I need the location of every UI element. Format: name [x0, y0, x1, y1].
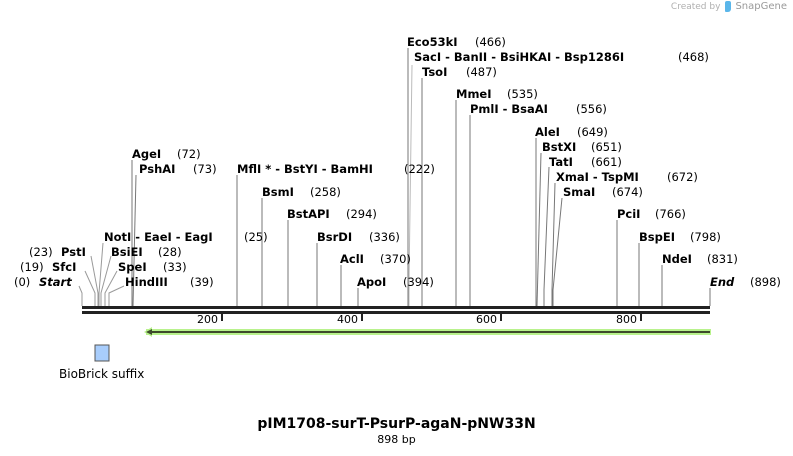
site-label-alei[interactable]: AleI	[535, 125, 560, 139]
site-leader-lines	[78, 48, 711, 307]
site-pos: (25)	[244, 230, 268, 244]
site-pos: (370)	[380, 252, 411, 266]
site-label-xmai-tspmi[interactable]: XmaI - TspMI	[556, 170, 639, 184]
site-label-tati[interactable]: TatI	[549, 155, 573, 169]
site-pos: (19)	[20, 260, 44, 274]
tick-label: 200	[197, 313, 218, 326]
site-pos: (651)	[591, 140, 622, 154]
plasmid-title: pIM1708-surT-PsurP-agaN-pNW33N	[257, 416, 536, 432]
site-pos: (33)	[163, 260, 187, 274]
site-label-sfci[interactable]: SfcI	[52, 260, 76, 274]
site-pos: (72)	[177, 147, 201, 161]
site-pos: (672)	[667, 170, 698, 184]
site-label-smai[interactable]: SmaI	[563, 185, 595, 199]
site-label-mfli-bstyi-bamhi[interactable]: MflI * - BstYI - BamHI	[237, 162, 373, 176]
tick-label: 600	[476, 313, 497, 326]
site-pos: (661)	[591, 155, 622, 169]
restriction-site-labels: (0) Start (19) SfcI (23) PstI NotI - Eae…	[14, 35, 781, 289]
site-pos: (23)	[29, 245, 53, 259]
site-pos: (294)	[346, 207, 377, 221]
site-pos: (468)	[678, 50, 709, 64]
site-label-bspei[interactable]: BspEI	[639, 230, 675, 244]
credit-prefix: Created by	[670, 1, 721, 12]
site-label-ndei[interactable]: NdeI	[662, 252, 692, 266]
site-pos: (674)	[612, 185, 643, 199]
site-pos: (466)	[475, 35, 506, 49]
site-pos: (898)	[750, 275, 781, 289]
site-pos: (0)	[14, 275, 30, 289]
site-pos: (535)	[507, 87, 538, 101]
tick-label: 800	[616, 313, 637, 326]
site-pos: (394)	[403, 275, 434, 289]
site-pos: (39)	[190, 275, 214, 289]
site-pos: (336)	[369, 230, 400, 244]
biobrick-suffix-label: BioBrick suffix	[59, 367, 145, 381]
site-label-mmei[interactable]: MmeI	[456, 87, 492, 101]
site-pos: (556)	[576, 102, 607, 116]
site-label-spei[interactable]: SpeI	[118, 260, 147, 274]
site-label-pshai[interactable]: PshAI	[139, 162, 175, 176]
site-label-end[interactable]: End	[710, 275, 735, 289]
site-label-apoi[interactable]: ApoI	[357, 275, 386, 289]
site-pos: (73)	[193, 162, 217, 176]
plasmid-length: 898 bp	[377, 433, 416, 446]
site-label-psti[interactable]: PstI	[61, 245, 86, 259]
sequence-backbone-bottom	[82, 311, 710, 314]
sequence-backbone-top	[82, 306, 710, 309]
site-pos: (487)	[466, 65, 497, 79]
site-pos: (766)	[655, 207, 686, 221]
site-pos: (798)	[690, 230, 721, 244]
axis-tick-labels: 200 400 600 800	[197, 313, 637, 326]
site-label-bstxi[interactable]: BstXI	[542, 140, 576, 154]
site-label-pcii[interactable]: PciI	[617, 207, 640, 221]
axis-ticks	[221, 314, 642, 321]
snapgene-logo-icon	[725, 1, 732, 12]
site-label-bsrdi[interactable]: BsrDI	[317, 230, 352, 244]
site-pos: (258)	[310, 185, 341, 199]
site-label-pmli-bsaai[interactable]: PmlI - BsaAI	[470, 102, 548, 116]
tick-label: 400	[337, 313, 358, 326]
site-label-saci-banii-bsihkai-bsp1286i[interactable]: SacI - BanII - BsiHKAI - Bsp1286I	[414, 50, 624, 64]
site-pos: (28)	[158, 245, 182, 259]
site-label-noti-eaei-eagi[interactable]: NotI - EaeI - EagI	[104, 230, 213, 244]
site-label-bstapi[interactable]: BstAPI	[287, 207, 330, 221]
site-label-bsiei[interactable]: BsiEI	[111, 245, 143, 259]
site-pos: (649)	[577, 125, 608, 139]
snapgene-credit: Created by SnapGene	[671, 1, 787, 12]
site-label-hindiii[interactable]: HindIII	[125, 275, 168, 289]
site-label-start[interactable]: Start	[39, 275, 72, 289]
orf-reverse-arrow[interactable]	[144, 327, 711, 337]
credit-brand: SnapGene	[735, 1, 787, 12]
site-label-eco53ki[interactable]: Eco53kI	[407, 35, 458, 49]
site-label-acli[interactable]: AclI	[340, 252, 364, 266]
site-pos: (831)	[707, 252, 738, 266]
site-label-tsoi[interactable]: TsoI	[422, 65, 447, 79]
site-label-agei[interactable]: AgeI	[132, 147, 161, 161]
site-pos: (222)	[404, 162, 435, 176]
biobrick-suffix-feature[interactable]	[94, 344, 110, 362]
site-label-bsmi[interactable]: BsmI	[262, 185, 294, 199]
